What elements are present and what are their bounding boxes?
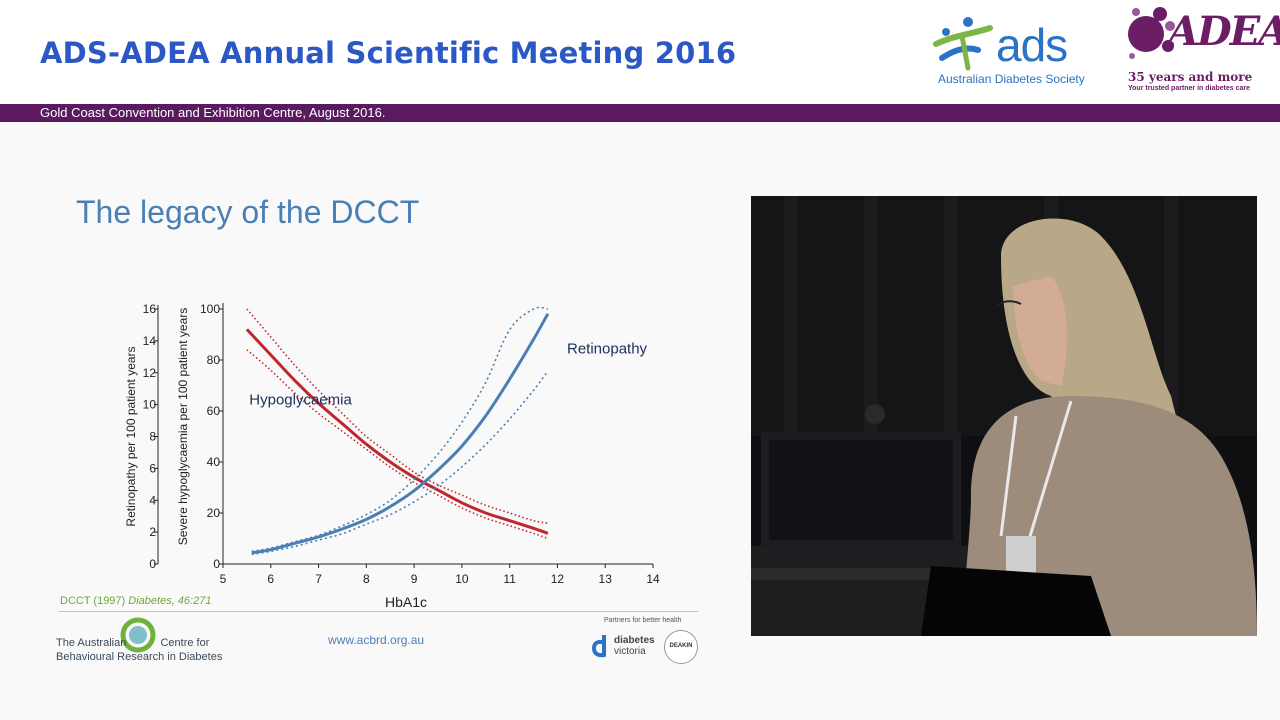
adea-logo-years: 35 years and more: [1128, 70, 1253, 84]
x-tick-label: 7: [315, 572, 322, 586]
hypo-axis-tick-label: 60: [207, 404, 221, 418]
x-tick-label: 9: [411, 572, 418, 586]
dcct-chart: 5 6 7 8 9 10 11 12 13 14 0 20 40 60 80 100 0 2 4 6 8 10 12 14 16…: [124, 302, 660, 610]
ads-figure-icon: [933, 17, 993, 71]
adea-logo: ADEA 35 years and more Your trusted part…: [1124, 4, 1280, 96]
retinopathy-upper-ci: [251, 306, 549, 553]
citation: DCCT (1997) Diabetes, 46:271: [60, 595, 211, 607]
x-tick-label: 10: [455, 572, 469, 586]
citation-journal: Diabetes, 46:271: [128, 595, 212, 607]
x-tick-label: 5: [220, 572, 227, 586]
partners-text: Partners for better health: [604, 617, 682, 624]
retino-axis-tick-label: 10: [143, 398, 157, 412]
x-tick-label: 6: [267, 572, 274, 586]
hypo-axis-tick-label: 40: [207, 455, 221, 469]
diabetes-victoria-word-b: victoria: [614, 646, 646, 657]
hypoglycaemia-upper-ci: [246, 308, 549, 524]
x-tick-label: 14: [646, 572, 660, 586]
adea-logo-tagline: Your trusted partner in diabetes care: [1128, 85, 1251, 92]
retino-axis-tick-label: 12: [143, 366, 157, 380]
retinopathy-curve: [251, 313, 550, 555]
chart-labels: 5 6 7 8 9 10 11 12 13 14 0 20 40 60 80 100 0 2 4 6 8 10 12 14 16…: [124, 302, 660, 610]
deakin-word: DEAKIN: [669, 643, 693, 649]
chart-curves: [245, 306, 550, 556]
retino-axis-tick-label: 8: [149, 430, 156, 444]
left-y-axis-title: Retinopathy per 100 patient years: [124, 346, 138, 526]
retino-axis-tick-label: 14: [143, 334, 157, 348]
hypo-axis-tick-label: 20: [207, 506, 221, 520]
x-tick-label: 12: [551, 572, 565, 586]
citation-source: DCCT (1997): [60, 595, 126, 607]
adea-logo-word: ADEA: [1168, 8, 1280, 55]
diabetes-victoria-logo: diabetes victoria: [592, 633, 662, 661]
acbrd-name-part-a: The Australian: [56, 637, 127, 649]
speaker-video: [751, 196, 1257, 636]
retino-axis-tick-label: 0: [149, 557, 156, 571]
ads-logo-word: ads: [996, 19, 1068, 71]
acbrd-ring-icon: [120, 617, 156, 653]
speaker-video-frame: [751, 196, 1257, 636]
acbrd-name-line2: Behavioural Research in Diabetes: [56, 651, 223, 663]
acbrd-name-part-b: Centre for: [160, 637, 210, 649]
footer-divider: [58, 611, 698, 612]
x-tick-label: 11: [503, 572, 516, 586]
x-tick-label: 8: [363, 572, 370, 586]
chart-axes: [154, 303, 654, 568]
acbrd-logo: The Australian Centre for Behavioural Re…: [56, 617, 226, 667]
right-y-axis-title: Severe hypoglycaemia per 100 patient yea…: [176, 308, 190, 545]
hypo-axis-tick-label: 0: [213, 557, 220, 571]
retinopathy-label: Retinopathy: [567, 341, 648, 358]
retinopathy-lower-ci: [251, 370, 549, 556]
hypoglycaemia-lower-ci: [246, 349, 549, 540]
venue-text: Gold Coast Convention and Exhibition Cen…: [40, 105, 386, 120]
deakin-logo: DEAKIN: [664, 630, 698, 664]
acbrd-name-line1: The Australian Centre for: [56, 637, 209, 649]
website-link[interactable]: www.acbrd.org.au: [328, 633, 425, 647]
venue-bar: [0, 104, 1280, 122]
diabetes-victoria-word-a: diabetes: [614, 635, 655, 646]
retino-axis-tick-label: 4: [149, 493, 156, 507]
ads-logo: ads Australian Diabetes Society: [932, 10, 1097, 94]
retino-axis-tick-label: 6: [149, 461, 156, 475]
ads-logo-subtitle: Australian Diabetes Society: [938, 72, 1085, 86]
hypo-axis-tick-label: 80: [207, 353, 221, 367]
hypoglycaemia-curve: [245, 328, 549, 535]
slide-title: The legacy of the DCCT: [76, 194, 420, 230]
hypoglycaemia-label: Hypoglycaemia: [249, 392, 352, 409]
header-bar: ADS-ADEA Annual Scientific Meeting 2016 …: [0, 0, 1280, 104]
x-axis-title: HbA1c: [385, 594, 427, 610]
adea-bubbles-icon: [1128, 7, 1175, 59]
x-tick-label: 13: [599, 572, 613, 586]
retino-axis-tick-label: 16: [143, 302, 157, 316]
diabetes-victoria-d-icon: [592, 635, 606, 658]
meeting-title: ADS-ADEA Annual Scientific Meeting 2016: [40, 36, 737, 70]
hypo-axis-tick-label: 100: [200, 302, 220, 316]
retino-axis-tick-label: 2: [149, 525, 156, 539]
